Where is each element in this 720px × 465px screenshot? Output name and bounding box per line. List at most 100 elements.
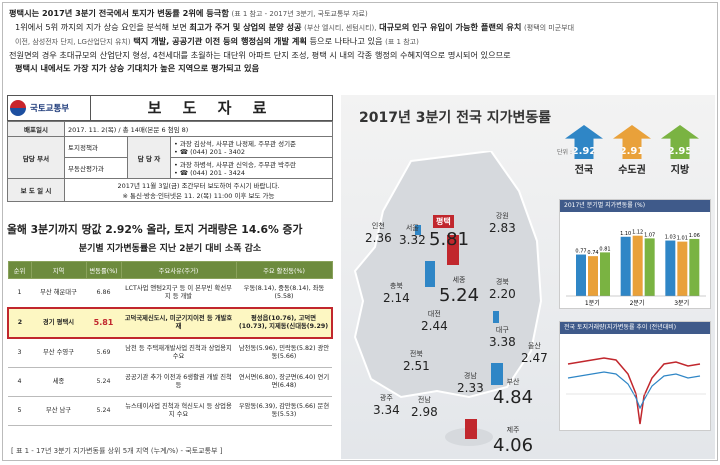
bar-3분기-수도권: [677, 241, 688, 296]
bar-value-label: 1.03: [665, 235, 676, 241]
region-cell: 세종: [31, 367, 86, 397]
meta-value: 2017. 11. 2(목) / 총 14매(본문 6 첨임 8): [64, 121, 333, 137]
table-row: 4 세종 5.24 공공기관 추가 이전과 6생활권 개발 진척 등 연서면(6…: [8, 367, 332, 397]
column-header: 순위: [7, 261, 32, 279]
category-label: 1분기: [585, 299, 600, 307]
region-gyeongnam: 경남 2.33: [457, 371, 484, 395]
region-value: 2.20: [489, 287, 516, 301]
category-label: 3분기: [674, 299, 689, 307]
summary-text: 최고가 주거 및 상업의 분양 성공: [189, 22, 302, 32]
contact-line: • 과장 김상석, 사무관 나정제, 주무관 성기준: [174, 140, 297, 148]
national-rates: 2.92 전국 2.91 수도권 2.95 지방: [563, 125, 713, 195]
summary-text: 등으로 나타나고 있음: [309, 36, 383, 46]
up-arrow-icon: 2.91: [613, 125, 651, 159]
infographic: 2017년 3분기 전국 지가변동률 단위 : 누계, % 인천2.36 서울3…: [341, 95, 715, 459]
busan-bar: [491, 363, 503, 385]
meta-label: 보 도 일 시: [7, 178, 65, 202]
bar-1분기-전국: [576, 254, 586, 296]
summary-line-1: 평택시는 2017년 3분기 전국에서 토지가 변동률 2위에 등극함 (표 1…: [9, 7, 713, 21]
rate-cell: 5.69: [86, 338, 121, 368]
region-incheon: 인천 2.36: [365, 221, 392, 245]
contact-line: • ☎ (044) 201 - 3424: [174, 169, 246, 177]
region-jeju: 제주 4.06: [493, 425, 533, 456]
region-value: 2.51: [403, 359, 430, 373]
jeju-bar: [465, 419, 477, 439]
region-value: 2.47: [521, 351, 548, 365]
table-row: 1 부산 해운대구 6.86 LCT사업 앤텀2지구 등 이 본부빈 확선무지 …: [8, 278, 332, 309]
rank-cell: 5: [8, 396, 31, 426]
bar-value-label: 1.06: [689, 233, 700, 239]
region-name: 부산: [506, 378, 520, 386]
rank-cell: 2: [7, 307, 31, 339]
ranking-table: 순위 지역 변동률(%) 주요사유(주거) 주요 활전동(%) 1 부산 해운대…: [7, 261, 333, 426]
rank-cell: 4: [8, 367, 31, 397]
region-value: 2.44: [421, 319, 448, 333]
press-meta-table: 배포일시 2017. 11. 2(목) / 총 14매(본문 6 첨임 8) 담…: [7, 121, 333, 202]
region-value: 3.32: [399, 233, 426, 247]
ministry-logo: 국토교통부: [10, 98, 88, 118]
region-pyeongtaek: 5.81: [429, 229, 469, 250]
bar-2분기-수도권: [632, 235, 643, 296]
region-value: 2.98: [411, 405, 438, 419]
seoul-bar: [415, 225, 421, 235]
region-name: 충북: [389, 282, 403, 290]
detail-cell: 평성읍(10.76), 고덕면(10.73), 지제동(신대동(9.29): [236, 307, 333, 339]
region-gangwon: 강원 2.83: [489, 211, 516, 235]
rate-value: 2.95: [667, 146, 693, 157]
table-caption: [ 표 1 - 17년 3분기 지가변동률 상위 5개 지역 (누계/%) - …: [11, 447, 223, 455]
panel-title: 2017년 분기별 지가변동률 (%): [560, 200, 710, 212]
region-name: 경남: [463, 372, 477, 380]
bar-value-label: 1.12: [632, 230, 643, 236]
region-jeonnam: 전남 2.98: [411, 395, 438, 419]
region-sejong: 세종 5.24: [439, 275, 479, 306]
summary-line-3: 이전, 삼성전자 단지, LG산업단지 유치) 택지 개발, 공공기관 이전 등…: [9, 35, 713, 49]
summary-text: 전원면의 경우 초대규모의 산업단지 형성, 4천세대를 초월하는 대단위 아파…: [9, 50, 511, 60]
korea-map: [353, 151, 543, 446]
region-name: 전북: [409, 350, 423, 358]
table-row-highlighted: 2 경기 평택시 5.81 고덕국제신도시, 미군기지이전 등 개발호재 평성읍…: [7, 307, 333, 339]
contact-info: • 과장 김상석, 사무관 나정제, 주무관 성기준 • ☎ (044) 201 …: [170, 136, 333, 158]
bar-value-label: 1.07: [644, 232, 655, 238]
release-date: 2017년 11월 3일(금) 조간부터 보도하여 주시기 바랍니다.: [117, 182, 280, 190]
summary-note: (표 1 참고 - 2017년 3분기, 국토교통부 자료): [231, 10, 368, 18]
summary-note: 이전, 삼성전자 단지, LG산업단지 유치): [15, 38, 131, 46]
region-daegu: 대구 3.38: [489, 325, 516, 349]
detail-cell: 우동(8.14), 중동(8.14), 좌동(5.58): [236, 278, 332, 309]
region-gwangju: 광주 3.34: [373, 393, 400, 417]
bar-value-label: 0.74: [587, 250, 598, 256]
contact-info: • 과장 하병석, 사무관 신익승, 주무관 박주란 • ☎ (044) 201 …: [170, 157, 333, 179]
detail-cell: 남천동(5.96), 민락동(5.82) 광안동(5.66): [236, 338, 332, 368]
press-release: 국토교통부 보 도 자 료 배포일시 2017. 11. 2(목) / 총 14…: [7, 95, 337, 459]
reason-cell: LCT사업 앤텀2지구 등 이 본부빈 확선무지 등 개발: [121, 278, 236, 309]
summary-line-4: 전원면의 경우 초대규모의 산업단지 형성, 4천세대를 초월하는 대단위 아파…: [9, 49, 713, 62]
region-value: 2.33: [457, 381, 484, 395]
region-name: 광주: [379, 394, 393, 402]
region-gyeongbuk: 경북 2.20: [489, 277, 516, 301]
region-value: 3.34: [373, 403, 400, 417]
table-header-row: 순위 지역 변동률(%) 주요사유(주거) 주요 활전동(%): [7, 261, 333, 279]
summary-block: 평택시는 2017년 3분기 전국에서 토지가 변동률 2위에 등극함 (표 1…: [9, 7, 713, 89]
summary-line-2: 1위에서 5위 까지의 지가 상승 요인을 분석해 보면 최고가 주거 및 상업…: [9, 21, 713, 35]
region-value: 2.14: [383, 291, 410, 305]
region-value: 2.36: [365, 231, 392, 245]
region-jeonbuk: 전북 2.51: [403, 349, 430, 373]
bar-value-label: 0.81: [599, 246, 610, 252]
region-name: 세종: [452, 276, 466, 284]
panel-title: 전국 토지거래량(지가변동률 추이 (전년대비): [560, 322, 710, 334]
summary-text: 1위에서 5위 까지의 지가 상승 요인을 분석해 보면: [15, 22, 187, 32]
table-row: 5 부산 남구 5.24 뉴스테이사업 진척과 혁신도시 등 상업용지 수요 우…: [8, 396, 332, 426]
press-subheadline: 분기별 지가변동률은 지난 2분기 대비 소폭 감소: [78, 244, 262, 254]
rate-value: 2.91: [619, 146, 645, 157]
region-ulsan: 울산 2.47: [521, 341, 548, 365]
region-cell: 부산 수영구: [31, 338, 86, 368]
bar-value-label: 1.01: [677, 236, 688, 242]
detail-cell: 우암동(6.39), 감만동(5.66) 문현동(5.53): [236, 396, 332, 426]
dept-name: 부동산평가과: [64, 157, 128, 179]
rate-value: 2.92: [571, 146, 597, 157]
up-arrow-icon: 2.92: [565, 125, 603, 159]
infographic-title: 2017년 3분기 전국 지가변동률: [359, 110, 552, 126]
meta-value: 2017년 11월 3일(금) 조간부터 보도하여 주시기 바랍니다. ※ 통신·…: [64, 178, 333, 202]
bar-1분기-수도권: [588, 256, 598, 296]
region-name: 울산: [527, 342, 541, 350]
